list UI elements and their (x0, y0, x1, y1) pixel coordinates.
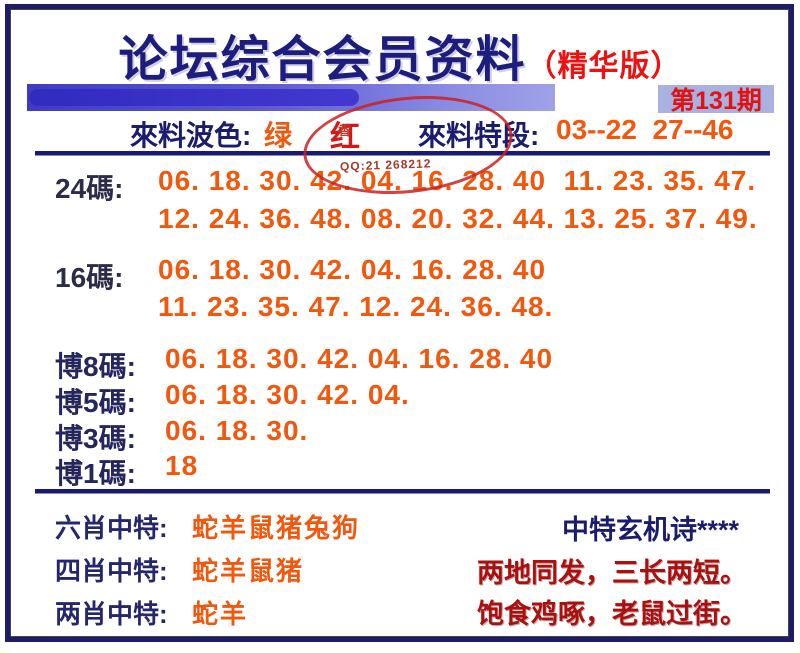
wave-color-red: 红 (330, 121, 360, 154)
codes-bo3-line1: 06. 18. 30. (165, 415, 309, 446)
codes-bo5-line1: 06. 18. 30. 42. 04. (165, 379, 410, 410)
zodiac-6-value: 蛇羊鼠猪兔狗 (192, 513, 361, 543)
special-segment-label: 來料特段: (418, 120, 540, 151)
codes-bo8-line1: 06. 18. 30. 42. 04. 16. 28. 40 (165, 343, 554, 374)
zodiac-4-label: 四肖中特: (55, 556, 168, 586)
page-title: 论坛综合会员资料 (118, 33, 527, 87)
wave-color-label: 來料波色: (130, 120, 252, 151)
issue-number-badge: 第131期 (658, 85, 774, 115)
page-title-suffix: （精华版） (526, 50, 682, 83)
codes-24-line2: 12. 24. 36. 48. 08. 20. 32. 44. 13. 25. … (158, 203, 758, 234)
stamp-mark: 香 (338, 123, 352, 138)
zodiac-6-label: 六肖中特: (55, 513, 168, 543)
divider-top (35, 151, 770, 156)
codes-bo1-label: 博1碼: (55, 458, 136, 489)
codes-24-line1: 06. 18. 30. 42. 04. 16. 28. 40 11. 23. 3… (158, 165, 757, 196)
header: 论坛综合会员资料（精华版） (0, 20, 800, 91)
zodiac-4-value: 蛇羊鼠猪 (192, 556, 305, 586)
zodiac-2-label: 两肖中特: (55, 599, 168, 629)
zodiac-2-value: 蛇羊 (192, 599, 249, 629)
codes-bo5-label: 博5碼: (55, 387, 136, 418)
codes-16-label: 16碼: (55, 262, 124, 293)
poem-line-2: 饱食鸡啄，老鼠过街。 (477, 599, 747, 629)
gradient-banner-blob (29, 89, 359, 106)
codes-16-line2: 11. 23. 35. 47. 12. 24. 36. 48. (158, 291, 554, 322)
codes-bo3-label: 博3碼: (55, 423, 136, 454)
poem-title: 中特玄机诗**** (562, 515, 740, 545)
codes-16-line1: 06. 18. 30. 42. 04. 16. 28. 40 (158, 254, 547, 285)
codes-24-label: 24碼: (55, 173, 124, 204)
poem-line-1: 两地同发，三长两短。 (477, 558, 747, 588)
codes-bo1-line1: 18 (165, 450, 199, 481)
codes-bo8-label: 博8碼: (55, 351, 136, 382)
outer-frame (5, 4, 794, 642)
special-segment-value: 03--22 27--46 (556, 114, 734, 145)
divider-bottom (35, 489, 770, 494)
wave-color-green: 绿 (264, 120, 293, 151)
gradient-banner (27, 84, 555, 111)
